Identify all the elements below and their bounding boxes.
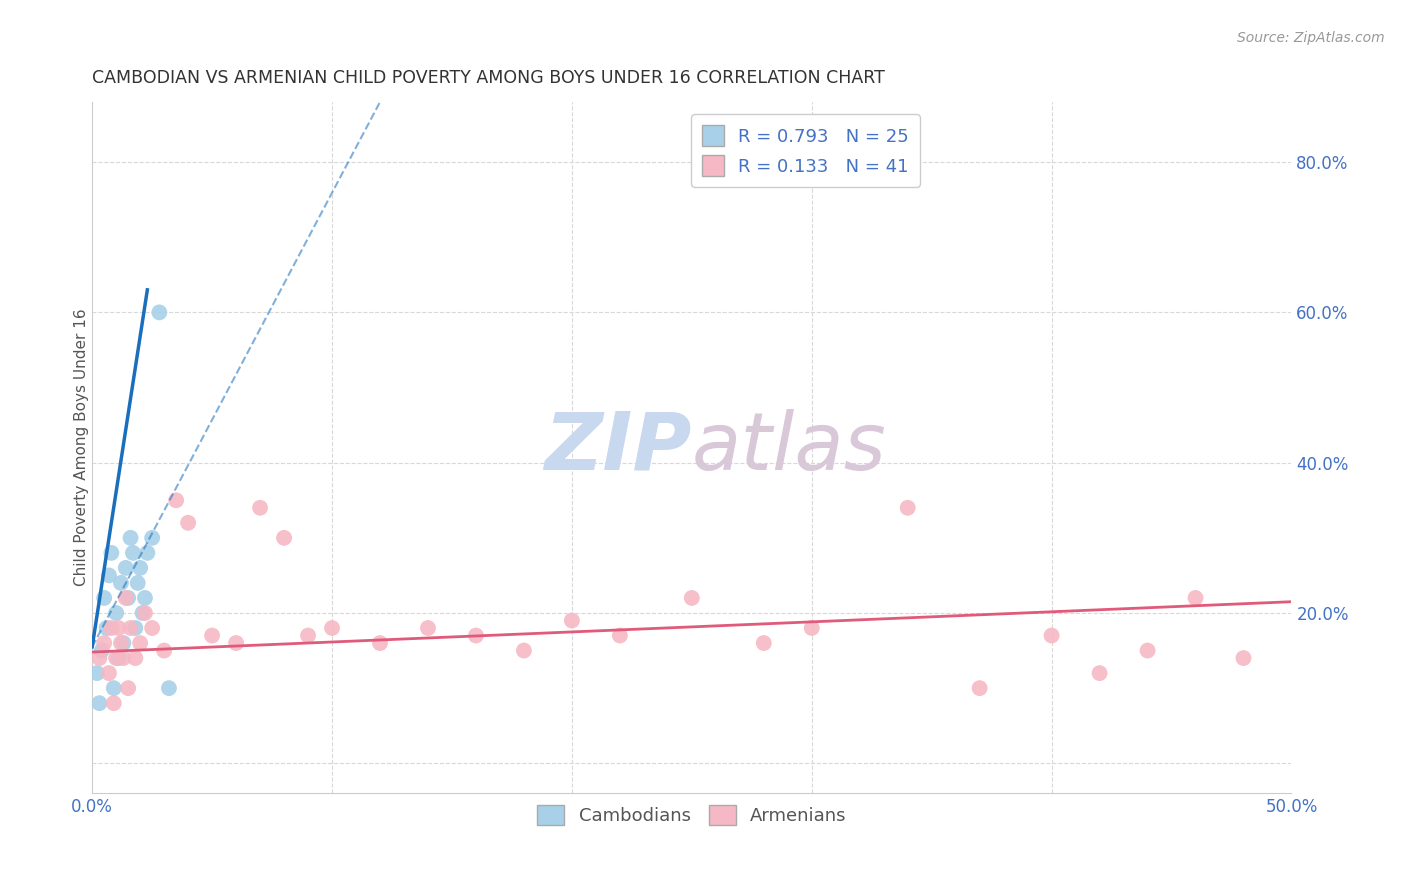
Point (100, 621, 122, 635)
Point (98, 568, 121, 582)
Point (90, 643, 112, 657)
Point (368, 636, 391, 650)
Point (165, 493, 187, 508)
Point (114, 591, 136, 605)
Point (134, 591, 156, 605)
Point (681, 591, 703, 605)
Point (1040, 628, 1063, 642)
Point (1184, 591, 1206, 605)
Point (124, 621, 146, 635)
Point (1136, 643, 1159, 657)
Point (89, 651, 111, 665)
Point (103, 681, 125, 695)
Point (249, 500, 271, 515)
Point (129, 561, 152, 575)
Point (103, 696, 125, 710)
Point (321, 621, 343, 635)
Point (800, 621, 823, 635)
Point (124, 651, 146, 665)
Point (1232, 651, 1254, 665)
Point (148, 305, 170, 319)
Point (110, 576, 132, 591)
Point (93, 591, 115, 605)
Y-axis label: Child Poverty Among Boys Under 16: Child Poverty Among Boys Under 16 (73, 309, 89, 586)
Point (122, 546, 145, 560)
Point (561, 614, 583, 628)
Point (96, 621, 118, 635)
Point (107, 651, 129, 665)
Point (201, 628, 224, 642)
Text: CAMBODIAN VS ARMENIAN CHILD POVERTY AMONG BOYS UNDER 16 CORRELATION CHART: CAMBODIAN VS ARMENIAN CHILD POVERTY AMON… (93, 69, 884, 87)
Point (98, 666, 121, 681)
Point (177, 516, 200, 530)
Point (969, 681, 991, 695)
Point (1088, 666, 1111, 681)
Text: atlas: atlas (692, 409, 887, 487)
Point (100, 546, 122, 560)
Point (112, 651, 135, 665)
Point (107, 621, 129, 635)
Point (117, 681, 139, 695)
Point (86, 666, 108, 681)
Point (416, 621, 439, 635)
Point (114, 561, 136, 575)
Point (129, 636, 152, 650)
Point (120, 621, 142, 635)
Point (897, 500, 920, 515)
Point (273, 531, 295, 545)
Point (110, 636, 132, 650)
Point (609, 628, 631, 642)
Point (93, 636, 115, 650)
Point (141, 531, 163, 545)
Point (89, 696, 111, 710)
Point (134, 606, 156, 620)
Point (513, 643, 536, 657)
Text: ZIP: ZIP (544, 409, 692, 487)
Point (105, 606, 128, 620)
Point (297, 628, 319, 642)
Point (153, 643, 176, 657)
Point (105, 651, 128, 665)
Point (120, 531, 142, 545)
Point (117, 591, 139, 605)
Point (112, 636, 135, 650)
Point (752, 636, 775, 650)
Legend: Cambodians, Armenians: Cambodians, Armenians (530, 797, 853, 833)
Point (141, 621, 163, 635)
Point (127, 576, 149, 591)
Point (225, 636, 247, 650)
Point (465, 628, 488, 642)
Text: Source: ZipAtlas.com: Source: ZipAtlas.com (1237, 31, 1385, 45)
Point (136, 546, 159, 560)
Point (131, 606, 153, 620)
Point (157, 681, 180, 695)
